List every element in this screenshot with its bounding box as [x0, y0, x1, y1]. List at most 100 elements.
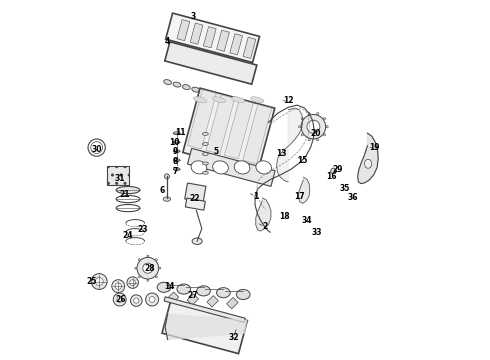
Bar — [188, 148, 275, 186]
Ellipse shape — [163, 197, 171, 201]
Ellipse shape — [229, 97, 237, 102]
Ellipse shape — [202, 143, 208, 145]
Ellipse shape — [173, 82, 181, 87]
Text: 31: 31 — [115, 174, 125, 183]
Bar — [185, 198, 205, 210]
Ellipse shape — [213, 97, 226, 103]
Text: 10: 10 — [170, 138, 180, 147]
Bar — [230, 34, 243, 55]
Ellipse shape — [182, 85, 190, 90]
Ellipse shape — [117, 297, 122, 302]
Polygon shape — [358, 133, 378, 184]
Ellipse shape — [211, 92, 218, 97]
Ellipse shape — [301, 118, 303, 120]
Bar — [217, 30, 229, 51]
Text: 2: 2 — [262, 222, 268, 231]
Ellipse shape — [307, 120, 320, 133]
Ellipse shape — [202, 153, 208, 156]
Bar — [183, 88, 275, 172]
Text: 22: 22 — [189, 194, 200, 202]
Bar — [177, 19, 190, 41]
Text: 5: 5 — [214, 147, 219, 156]
Text: 18: 18 — [279, 212, 290, 220]
Ellipse shape — [127, 277, 139, 288]
Text: 30: 30 — [92, 145, 102, 154]
Bar — [162, 300, 247, 354]
Text: 32: 32 — [228, 333, 239, 342]
Ellipse shape — [197, 286, 210, 296]
Text: 34: 34 — [302, 216, 312, 225]
Ellipse shape — [231, 97, 245, 103]
Ellipse shape — [155, 259, 157, 261]
Text: 21: 21 — [119, 190, 130, 199]
Ellipse shape — [130, 280, 136, 285]
Ellipse shape — [173, 168, 180, 171]
Bar — [107, 166, 129, 185]
Text: 14: 14 — [164, 282, 174, 291]
Ellipse shape — [159, 267, 161, 269]
Bar — [167, 292, 179, 303]
Ellipse shape — [213, 161, 228, 174]
Ellipse shape — [143, 263, 153, 273]
Ellipse shape — [112, 280, 125, 293]
Text: 23: 23 — [137, 225, 147, 234]
Ellipse shape — [201, 90, 209, 95]
Bar — [206, 95, 235, 154]
Text: 28: 28 — [144, 264, 155, 273]
Polygon shape — [165, 314, 247, 339]
Text: 15: 15 — [297, 156, 308, 165]
Ellipse shape — [326, 126, 328, 128]
Ellipse shape — [202, 132, 208, 135]
Ellipse shape — [192, 87, 199, 92]
Ellipse shape — [177, 284, 191, 294]
Text: 20: 20 — [310, 129, 320, 138]
Ellipse shape — [91, 274, 107, 289]
Text: 13: 13 — [276, 149, 286, 158]
Ellipse shape — [301, 114, 326, 139]
Text: 19: 19 — [369, 143, 380, 152]
Ellipse shape — [365, 159, 372, 168]
Ellipse shape — [317, 113, 318, 115]
Ellipse shape — [301, 134, 303, 136]
Text: 6: 6 — [160, 186, 165, 195]
Ellipse shape — [149, 297, 155, 302]
Bar — [185, 183, 206, 202]
Bar — [207, 296, 219, 307]
Text: 29: 29 — [333, 165, 343, 174]
Bar — [243, 104, 271, 164]
Bar — [190, 23, 203, 44]
Ellipse shape — [173, 141, 180, 144]
Ellipse shape — [194, 97, 207, 103]
Ellipse shape — [164, 174, 170, 179]
Ellipse shape — [202, 171, 208, 174]
Ellipse shape — [155, 276, 157, 278]
Ellipse shape — [173, 159, 180, 162]
Ellipse shape — [317, 139, 318, 141]
Text: 36: 36 — [348, 193, 358, 202]
Ellipse shape — [157, 282, 171, 292]
Ellipse shape — [191, 161, 207, 174]
Ellipse shape — [164, 80, 171, 85]
Ellipse shape — [192, 238, 202, 244]
Ellipse shape — [236, 289, 250, 300]
Ellipse shape — [147, 255, 149, 257]
Ellipse shape — [220, 95, 228, 100]
Ellipse shape — [134, 298, 139, 303]
Ellipse shape — [250, 97, 264, 103]
Bar — [203, 27, 216, 48]
Bar — [166, 13, 260, 63]
Ellipse shape — [147, 279, 149, 281]
Polygon shape — [298, 177, 310, 203]
Bar — [227, 297, 238, 309]
Ellipse shape — [323, 134, 325, 136]
Text: 12: 12 — [283, 96, 294, 105]
Ellipse shape — [130, 295, 142, 306]
Ellipse shape — [234, 161, 250, 174]
Text: 27: 27 — [188, 292, 198, 300]
Ellipse shape — [202, 162, 208, 165]
Text: 33: 33 — [312, 228, 322, 237]
Text: 17: 17 — [294, 192, 304, 201]
Bar — [164, 297, 245, 323]
Ellipse shape — [298, 126, 301, 128]
Text: 7: 7 — [172, 166, 177, 176]
